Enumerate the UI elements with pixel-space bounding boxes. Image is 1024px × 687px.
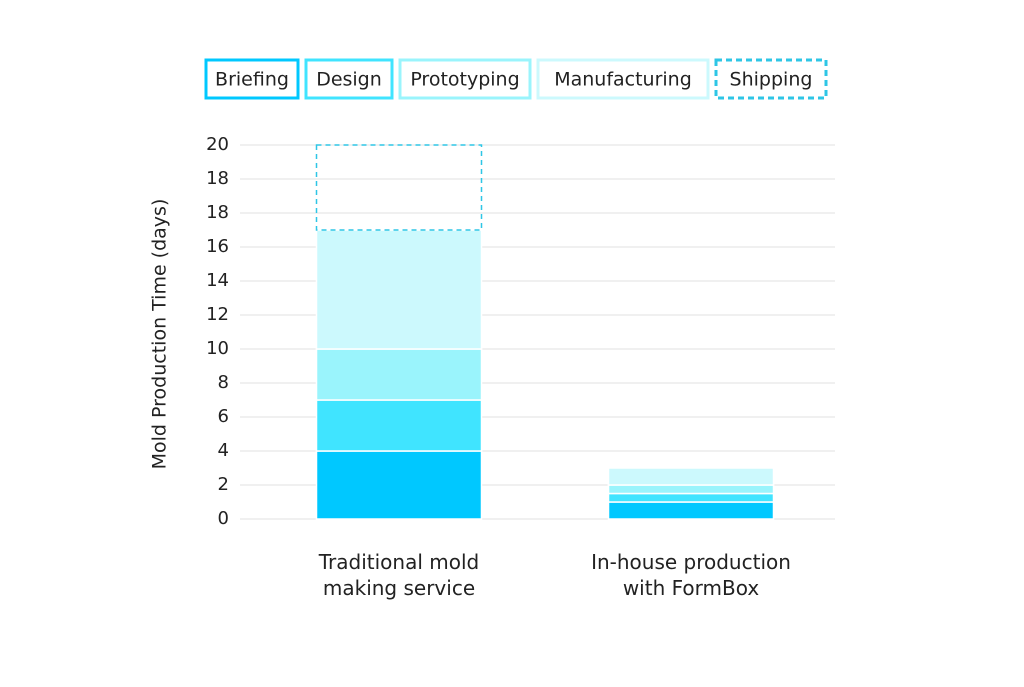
- y-tick-label: 0: [218, 508, 229, 529]
- legend-box: [204, 58, 300, 100]
- y-tick-label: 18: [206, 202, 229, 223]
- bar-segment: [315, 348, 483, 401]
- y-tick-label: 12: [206, 304, 229, 325]
- y-tick-label: 4: [218, 440, 229, 461]
- x-tick-label: Traditional mold making service: [318, 550, 479, 600]
- y-tick-label: 8: [218, 372, 229, 393]
- y-tick-label: 18: [206, 168, 229, 189]
- legend-box: [304, 58, 394, 100]
- y-tick-label: 2: [218, 474, 229, 495]
- bar-segment: [607, 492, 775, 503]
- bar-segment: [315, 450, 483, 520]
- bar-segment: [607, 484, 775, 495]
- legend-label: Shipping: [730, 69, 813, 91]
- legend-label: Briefing: [215, 69, 289, 91]
- bar-segment: [315, 144, 483, 231]
- y-tick-label: 20: [206, 134, 229, 155]
- bar-segment: [607, 467, 775, 486]
- bar-segment: [315, 229, 483, 350]
- legend-label: Design: [316, 69, 382, 91]
- y-tick-label: 6: [218, 406, 229, 427]
- y-tick-label: 16: [206, 236, 229, 257]
- x-tick-label: In-house production with FormBox: [591, 550, 791, 600]
- bar-segment: [607, 501, 775, 520]
- bar-segment: [315, 399, 483, 452]
- y-tick-label: 14: [206, 270, 229, 291]
- legend-label: Manufacturing: [554, 69, 692, 91]
- legend-label: Prototyping: [410, 69, 519, 91]
- y-axis-label: Mold Production Time (days): [149, 199, 171, 470]
- legend-box: [536, 58, 710, 100]
- legend-box: [398, 58, 532, 100]
- y-tick-label: 10: [206, 338, 229, 359]
- legend-box: [714, 58, 828, 100]
